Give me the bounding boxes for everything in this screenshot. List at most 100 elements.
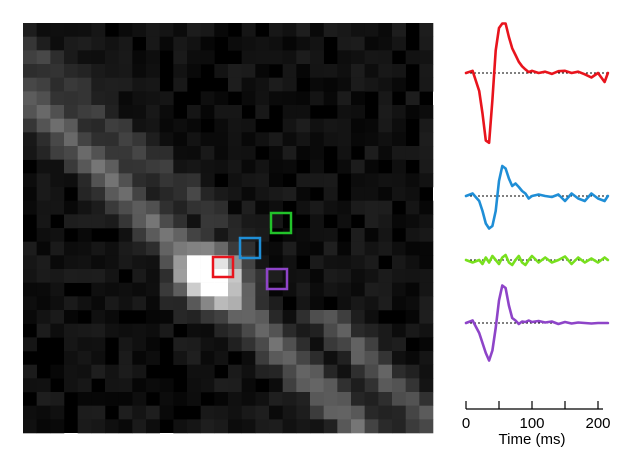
image-pixel [392,392,406,406]
image-pixel [64,310,78,324]
image-pixel [351,36,365,51]
image-pixel [392,419,406,434]
image-pixel [36,173,51,188]
image-pixel [50,64,65,78]
image-pixel [146,323,160,338]
image-pixel [228,173,242,188]
image-pixel [50,228,65,242]
image-pixel [187,323,201,338]
image-pixel [351,228,365,242]
image-pixel [282,228,297,242]
image-pixel [77,364,92,379]
image-pixel [132,241,147,256]
image-pixel [77,200,92,215]
image-pixel [214,214,229,229]
image-pixel [50,173,65,188]
image-pixel [269,310,283,324]
image-pixel [296,364,311,379]
image-pixel [364,200,379,215]
image-pixel [405,282,420,297]
image-pixel [228,255,242,270]
image-pixel [214,310,229,324]
image-pixel [282,50,297,65]
image-pixel [91,159,106,174]
image-pixel [118,64,133,78]
image-pixel [296,105,311,119]
image-pixel [241,241,256,256]
image-pixel [159,173,174,188]
image-pixel [296,392,311,406]
image-pixel [255,351,270,365]
image-pixel [173,36,188,51]
image-pixel [337,64,352,78]
image-pixel [187,64,201,78]
image-pixel [378,241,393,256]
image-pixel [50,296,65,311]
image-pixel [118,23,133,37]
image-pixel [405,405,420,420]
image-pixel [282,241,297,256]
image-pixel [77,392,92,406]
image-pixel [23,310,37,324]
image-pixel [23,23,37,37]
image-pixel [351,419,365,434]
image-pixel [378,405,393,420]
image-pixel [105,392,119,406]
image-pixel [255,310,270,324]
image-pixel [351,187,365,201]
image-pixel [255,105,270,119]
image-pixel [36,159,51,174]
image-pixel [64,296,78,311]
image-pixel [132,364,147,379]
image-pixel [269,269,283,283]
image-pixel [378,228,393,242]
image-pixel [77,241,92,256]
image-pixel [187,269,201,283]
roi-box [211,255,235,279]
image-pixel [23,173,37,188]
image-pixel [36,91,51,106]
image-pixel [173,64,188,78]
image-pixel [132,23,147,37]
image-pixel [364,187,379,201]
image-pixel [419,159,434,174]
image-pixel [173,351,188,365]
image-pixel [296,323,311,338]
image-pixel [36,323,51,338]
image-pixel [23,282,37,297]
image-pixel [296,310,311,324]
image-pixel [91,146,106,160]
image-pixel [132,405,147,420]
image-pixel [351,91,365,106]
image-pixel [405,146,420,160]
image-pixel [146,228,160,242]
image-pixel [91,241,106,256]
image-pixel [214,296,229,311]
image-pixel [241,337,256,352]
image-pixel [118,159,133,174]
image-pixel [64,23,78,37]
image-pixel [255,64,270,78]
image-pixel [255,50,270,65]
image-pixel [77,132,92,147]
image-pixel [91,187,106,201]
image-pixel [50,405,65,420]
image-pixel [378,364,393,379]
image-pixel [173,50,188,65]
image-pixel [419,419,434,434]
image-pixel [159,255,174,270]
image-pixel [364,228,379,242]
image-pixel [405,214,420,229]
image-pixel [405,105,420,119]
image-pixel [173,77,188,92]
pixel-image-panel [23,23,434,434]
image-pixel [118,173,133,188]
image-pixel [159,159,174,174]
image-pixel [64,36,78,51]
image-pixel [282,310,297,324]
image-pixel [255,36,270,51]
image-pixel [105,159,119,174]
image-pixel [255,200,270,215]
image-pixel [187,364,201,379]
image-pixel [77,269,92,283]
